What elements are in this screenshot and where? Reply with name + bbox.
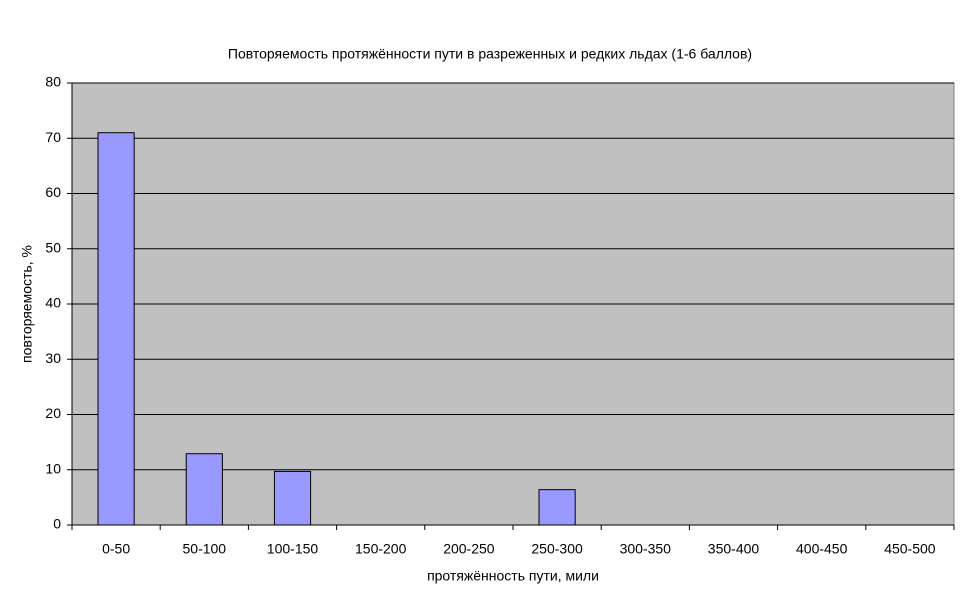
- y-tick-label: 80: [45, 74, 61, 90]
- x-tick-label: 50-100: [183, 541, 227, 557]
- x-axis-title: протяжённость пути, мили: [427, 568, 599, 584]
- x-tick-label: 100-150: [267, 541, 319, 557]
- x-tick-label: 150-200: [355, 541, 407, 557]
- y-tick-label: 60: [45, 184, 61, 200]
- x-tick-label: 350-400: [708, 541, 760, 557]
- y-axis-title: повторяемость, %: [19, 245, 35, 363]
- x-tick-label: 200-250: [443, 541, 495, 557]
- x-tick-label: 0-50: [102, 541, 130, 557]
- y-tick-label: 30: [45, 350, 61, 366]
- x-tick-label: 250-300: [531, 541, 583, 557]
- y-tick-label: 20: [45, 405, 61, 421]
- bar: [185, 453, 223, 526]
- bar: [97, 132, 135, 526]
- x-tick-label: 300-350: [620, 541, 672, 557]
- y-tick-label: 0: [53, 516, 61, 532]
- y-tick-label: 40: [45, 295, 61, 311]
- y-tick-label: 50: [45, 239, 61, 255]
- x-tick-label: 450-500: [884, 541, 936, 557]
- bar: [273, 470, 312, 526]
- chart-title: Повторяемость протяжённости пути в разре…: [228, 46, 752, 62]
- bar: [538, 489, 576, 526]
- x-tick-label: 400-450: [796, 541, 848, 557]
- y-tick-label: 70: [45, 129, 61, 145]
- y-tick-label: 10: [45, 460, 61, 476]
